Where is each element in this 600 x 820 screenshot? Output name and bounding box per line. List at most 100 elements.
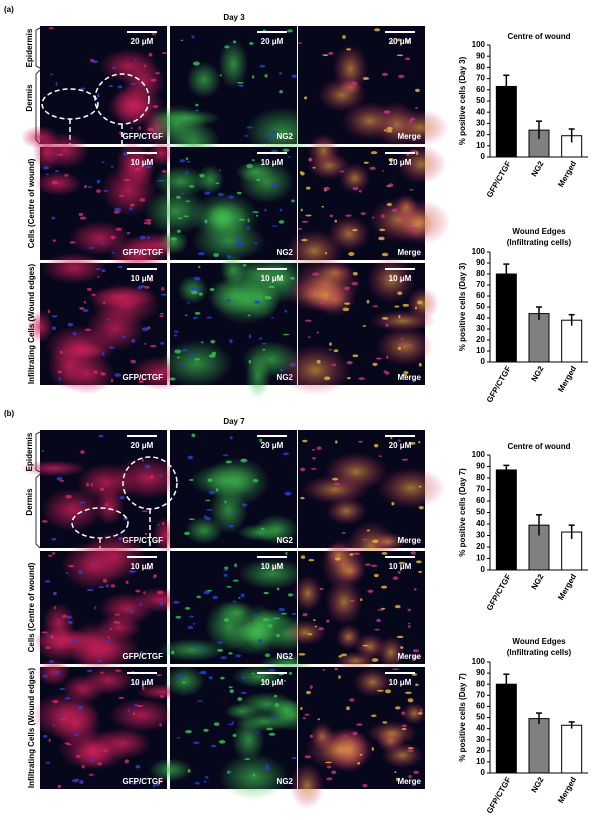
cell	[68, 564, 75, 568]
cell	[410, 226, 416, 231]
cell	[261, 342, 267, 345]
scale-label: 20 μM	[389, 441, 412, 450]
cell	[180, 39, 184, 42]
cell	[344, 286, 350, 291]
stain-glow	[323, 452, 389, 492]
stain-glow	[196, 165, 225, 195]
cell	[398, 344, 403, 347]
cell	[70, 639, 78, 642]
cell	[259, 337, 263, 340]
cell	[291, 74, 297, 78]
cell	[143, 64, 147, 68]
layer-label: Dermis	[25, 488, 34, 516]
cell	[189, 479, 194, 481]
day-label: Day 3	[223, 13, 245, 22]
cell	[352, 228, 358, 232]
bar	[528, 718, 550, 774]
cell	[107, 636, 111, 639]
cell	[135, 589, 141, 593]
cell	[409, 441, 416, 445]
cell	[307, 336, 311, 338]
cell	[370, 564, 378, 567]
cell	[333, 349, 339, 353]
cell	[198, 265, 201, 269]
cell	[415, 151, 419, 156]
stain-glow	[51, 699, 101, 748]
cell	[229, 689, 234, 693]
cell	[66, 743, 72, 746]
cell	[174, 349, 182, 354]
cell	[149, 278, 153, 282]
cell	[87, 185, 92, 188]
cell	[139, 603, 143, 607]
cell	[198, 292, 203, 296]
panel-label: Merge	[397, 373, 421, 382]
cell	[326, 765, 332, 769]
cell	[142, 686, 145, 691]
cell	[287, 593, 294, 597]
cell	[160, 341, 165, 345]
cell	[200, 341, 204, 344]
cell	[185, 200, 191, 202]
y-tick-label: 80	[476, 269, 485, 278]
cell	[193, 276, 201, 281]
cell	[400, 337, 404, 340]
cell	[235, 654, 242, 658]
stain-glow	[153, 165, 209, 198]
cell	[161, 52, 168, 55]
panel-label: NG2	[277, 777, 294, 786]
cell	[412, 649, 419, 653]
chart-subtitle: (Infiltrating cells)	[507, 238, 572, 247]
cell	[55, 81, 58, 86]
cell	[226, 585, 232, 588]
cell	[89, 773, 94, 776]
cell	[329, 214, 334, 218]
y-tick-label: 90	[476, 258, 485, 267]
cell	[84, 184, 88, 189]
y-tick-label: 0	[481, 768, 486, 777]
y-tick-label: 40	[476, 519, 485, 528]
scale-label: 10 μM	[261, 158, 284, 167]
cell	[144, 342, 147, 345]
cell	[86, 669, 93, 672]
cell	[127, 708, 130, 713]
cell	[142, 652, 145, 656]
stain-glow	[164, 665, 205, 697]
cell	[403, 370, 409, 375]
cell	[129, 207, 133, 211]
cell	[352, 354, 359, 358]
stain-glow	[327, 216, 370, 252]
cell	[396, 54, 404, 57]
cell	[401, 724, 407, 728]
scale-label: 10 μM	[389, 158, 412, 167]
cell	[409, 188, 414, 191]
cell	[326, 777, 333, 781]
stain-glow	[205, 457, 270, 506]
cell	[405, 691, 412, 695]
cell	[276, 587, 280, 591]
y-tick-label: 60	[476, 291, 485, 300]
cell	[308, 157, 313, 162]
cell	[370, 151, 378, 155]
cell	[237, 697, 243, 702]
cell	[52, 239, 56, 242]
cell	[228, 652, 233, 655]
panel-label: Merge	[397, 652, 421, 661]
cell	[228, 686, 233, 689]
cell	[80, 450, 85, 455]
cell	[89, 59, 94, 62]
stain-glow	[128, 145, 156, 188]
cell	[96, 762, 103, 766]
cell	[208, 354, 216, 358]
cell	[310, 467, 317, 470]
cell	[352, 271, 358, 276]
cell	[147, 326, 151, 330]
cell	[300, 497, 305, 500]
figure-label: (a)	[4, 5, 14, 14]
cell	[105, 584, 110, 588]
bar	[495, 683, 517, 774]
cell	[397, 346, 402, 350]
cell	[415, 683, 419, 686]
cell	[45, 173, 49, 176]
cell	[145, 165, 152, 169]
